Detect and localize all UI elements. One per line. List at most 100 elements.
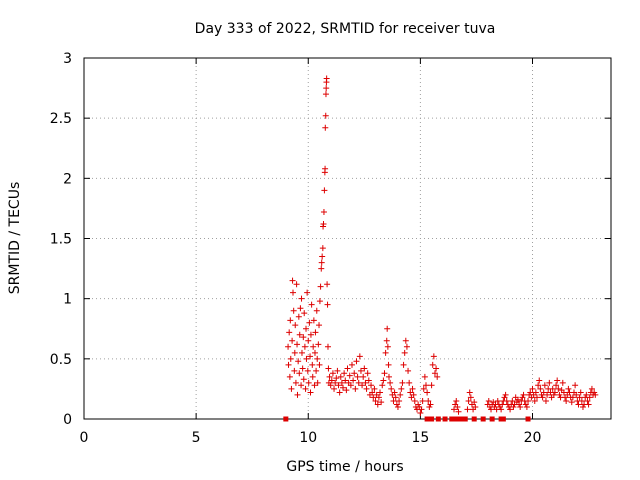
data-point — [533, 394, 540, 401]
data-point — [300, 334, 307, 341]
data-point — [525, 416, 531, 422]
data-point — [584, 397, 591, 404]
data-point — [298, 295, 305, 302]
data-point — [390, 397, 397, 404]
data-point — [379, 382, 386, 389]
data-point — [429, 361, 436, 368]
data-point — [427, 401, 434, 408]
data-point — [411, 397, 418, 404]
data-point — [363, 385, 370, 392]
data-point — [337, 373, 344, 380]
data-point — [340, 384, 347, 391]
data-point — [540, 389, 547, 396]
data-point — [354, 373, 361, 380]
data-point — [336, 389, 343, 396]
data-point — [299, 365, 306, 372]
data-point — [583, 391, 590, 398]
data-point — [320, 209, 327, 216]
data-point — [306, 319, 313, 326]
data-point — [502, 391, 509, 398]
data-point — [551, 389, 558, 396]
data-point — [377, 389, 384, 396]
data-point — [555, 385, 562, 392]
data-point — [514, 396, 521, 403]
data-point — [384, 325, 391, 332]
data-point — [546, 379, 553, 386]
data-point — [488, 406, 495, 413]
data-point — [405, 367, 412, 374]
data-point — [472, 403, 479, 410]
data-point — [323, 85, 330, 92]
data-point — [531, 397, 538, 404]
data-point — [316, 298, 323, 305]
data-point — [480, 416, 486, 422]
data-point — [588, 385, 595, 392]
data-point — [333, 375, 340, 382]
data-point — [295, 358, 302, 365]
data-point — [453, 397, 460, 404]
data-point — [458, 416, 464, 422]
plot-area-frame — [83, 57, 612, 420]
chart-title: Day 333 of 2022, SRMTID for receiver tuv… — [195, 21, 496, 37]
data-point — [317, 283, 324, 290]
data-point — [585, 401, 592, 408]
data-point — [442, 416, 448, 422]
x-tick-labels: 0 5 10 15 20 — [80, 430, 542, 446]
data-point — [304, 367, 311, 374]
data-point — [314, 379, 321, 386]
data-point — [433, 365, 440, 372]
data-point — [537, 385, 544, 392]
data-point — [346, 372, 353, 379]
data-point — [383, 337, 390, 344]
data-point — [399, 379, 406, 386]
data-point — [560, 389, 567, 396]
y-tick-label: 0 — [63, 412, 72, 428]
data-point — [332, 379, 339, 386]
data-point — [592, 391, 599, 398]
data-point — [396, 397, 403, 404]
data-points — [283, 75, 599, 422]
data-point — [324, 343, 331, 350]
data-point — [499, 401, 506, 408]
data-point — [374, 401, 381, 408]
data-point — [310, 343, 317, 350]
data-point — [424, 416, 430, 422]
data-point — [286, 329, 293, 336]
data-point — [532, 389, 539, 396]
data-point — [541, 382, 548, 389]
data-point — [326, 373, 333, 380]
data-point — [586, 394, 593, 401]
data-point — [573, 391, 580, 398]
data-point — [494, 397, 501, 404]
data-point — [283, 416, 289, 422]
data-point — [471, 399, 478, 406]
data-point — [287, 355, 294, 362]
data-point — [350, 377, 357, 384]
data-point — [384, 343, 391, 350]
data-point — [576, 394, 583, 401]
data-point — [342, 377, 349, 384]
data-point — [385, 373, 392, 380]
y-axis-label: SRMTID / TECUs — [7, 182, 23, 295]
data-point — [563, 397, 570, 404]
data-point — [520, 391, 527, 398]
data-point — [419, 397, 426, 404]
data-point — [311, 382, 318, 389]
data-point — [323, 75, 330, 82]
data-point — [498, 406, 505, 413]
data-point — [371, 385, 378, 392]
data-point — [314, 355, 321, 362]
y-tick-label: 2.5 — [50, 111, 72, 127]
data-point — [421, 373, 428, 380]
data-point — [455, 408, 462, 415]
x-tick-label: 10 — [299, 430, 317, 446]
data-point — [569, 394, 576, 401]
data-point — [285, 361, 292, 368]
data-point — [485, 397, 492, 404]
data-point — [355, 379, 362, 386]
data-point — [387, 379, 394, 386]
data-point — [391, 389, 398, 396]
data-point — [465, 397, 472, 404]
data-point — [303, 325, 310, 332]
